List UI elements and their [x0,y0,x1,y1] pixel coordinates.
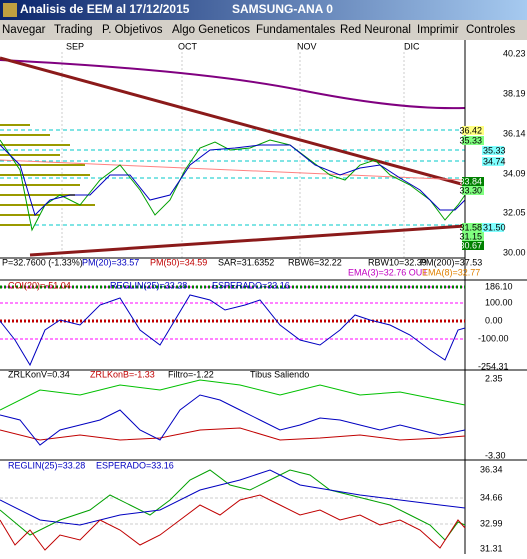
pm20-line [0,144,466,216]
reglin-label: REGLIN(25)=33.28 [8,460,85,470]
month-label: SEP [66,41,84,51]
title-bar [0,0,527,20]
price-panel [0,40,527,280]
level-label: 33.84 [459,176,482,186]
level-box [462,232,484,241]
level-label: 31.58 [459,222,482,232]
coi-line [0,294,466,367]
indicator-label: EMA(3)=32.76 OUT [348,267,428,277]
axis-label: 36.34 [480,464,503,474]
axis-label: 30.00 [503,247,526,257]
indicator-label: PM(200)=37.53 [420,257,482,267]
axis-label: 34.09 [503,168,526,178]
month-label: OCT [178,41,198,51]
level-box [482,157,504,166]
indicator-label: PM(20)=33.57 [82,257,139,267]
reglin-line [0,469,466,526]
axis-label: 36.14 [503,128,526,138]
level-box [462,177,484,186]
menu-item[interactable]: P. Objetivos [102,24,163,36]
reglin-green [0,469,466,541]
menu-bar [0,20,527,40]
axis-label: 34.66 [480,492,503,502]
level-label: 33.30 [459,185,482,195]
axis-label: -100.00 [478,333,509,343]
menu-item[interactable]: Navegar [2,24,46,36]
menu-item[interactable]: Controles [466,24,515,36]
menu-item[interactable]: Trading [54,24,93,36]
app-icon [3,3,17,17]
level-box [462,186,484,195]
axis-label: 32.99 [480,518,503,528]
level-box [462,136,484,145]
level-box [482,146,504,155]
month-label: NOV [297,41,317,51]
level-box [462,223,484,232]
window-title: Analisis de EEM al 17/12/2015 [20,2,190,16]
level-label: 35.33 [483,145,506,155]
level-box [482,223,504,232]
indicator-label: PM(50)=34.59 [150,257,207,267]
reglin-red [0,494,466,551]
coi-label: ESPERADO=33.16 [212,280,290,290]
zrl-label: ZRLKonB=-1.33 [90,369,155,379]
window-subtitle: SAMSUNG-ANA 0 [232,2,333,16]
level-label: 36.42 [459,125,482,135]
axis-label: 2.35 [485,373,503,383]
zrl-label: Tibus Saliendo [250,369,309,379]
pm50-line [0,159,466,181]
month-label: DIC [404,41,420,51]
zrl-upper [0,379,466,411]
zrl-label: ZRLKonV=0.34 [8,369,70,379]
menu-item[interactable]: Algo Geneticos [172,24,250,36]
level-label: 30.67 [459,240,482,250]
axis-label: 186.10 [485,281,513,291]
axis-label: 31.31 [480,543,503,553]
level-box [462,126,484,135]
indicator-label: EMA(8)=32.77 [422,267,480,277]
zrl-lower [0,427,466,441]
indicator-label: SAR=31.6352 [218,257,274,267]
menu-item[interactable]: Imprimir [417,24,459,36]
menu-item[interactable]: Red Neuronal [340,24,411,36]
reglin-grid [0,497,465,525]
coi-label: COI(20)=-51.04 [8,280,71,290]
coi-grid [0,286,465,340]
indicator-label: RBW6=32.22 [288,257,342,267]
menu-item[interactable]: Fundamentales [256,24,336,36]
level-label: 34.74 [483,156,506,166]
axis-label: 0.00 [485,315,503,325]
trend-line [29,224,466,257]
axis-label: -3.30 [485,450,506,460]
axis-label: 32.05 [503,207,526,217]
indicator-label: RBW10=32.39 [368,257,427,267]
level-label: 31.15 [459,231,482,241]
level-box [462,241,484,250]
indicator-label: P=32.7600 (-1.33%) [2,257,83,267]
axis-label: 100.00 [485,297,513,307]
pm200-line [0,59,466,110]
level-lines [0,129,465,226]
zrl-line [0,394,466,446]
axis-label: 40.23 [503,48,526,58]
axis-label: -254.31 [478,361,509,371]
trend-line [0,56,466,187]
price-line [0,139,466,232]
axis-label: 38.19 [503,88,526,98]
volume-profile [0,124,95,226]
reglin-label: ESPERADO=33.16 [96,460,174,470]
level-label: 31.50 [483,222,506,232]
level-label: 35.33 [459,135,482,145]
coi-label: REGLIN(25)=33.28 [110,280,187,290]
zrl-label: Filtro=-1.22 [168,369,214,379]
